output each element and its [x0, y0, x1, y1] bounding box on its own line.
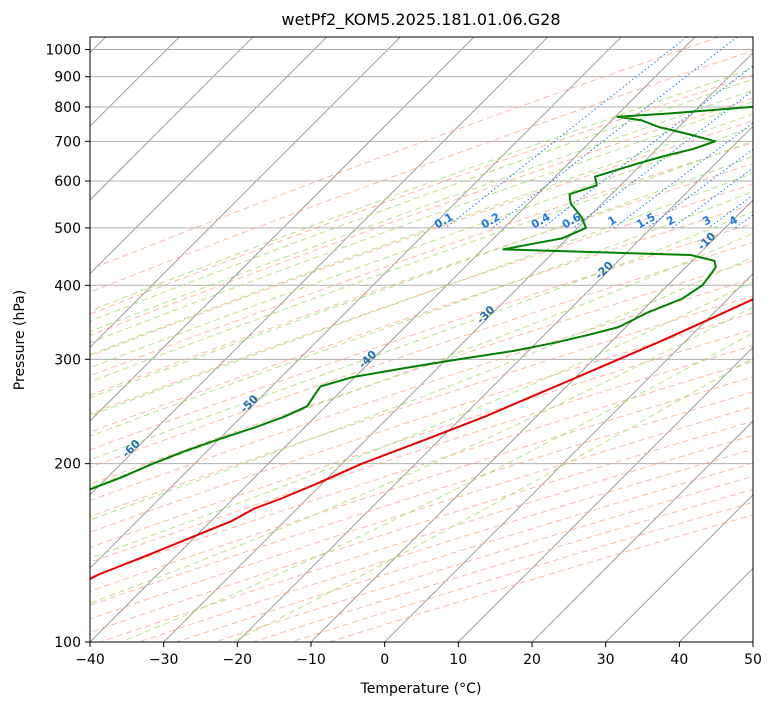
dry-adiabat-line	[90, 74, 753, 315]
x-axis-label: Temperature (°C)	[360, 681, 482, 697]
isotherm-line	[458, 346, 753, 642]
moist-adiabat-line	[90, 78, 753, 322]
mixing-ratio-label: 6	[766, 213, 775, 228]
dry-adiabat-line	[90, 328, 753, 548]
isotherm-line	[90, 37, 327, 275]
dry-adiabat-line	[90, 222, 753, 451]
sounding-series	[90, 105, 753, 581]
isotherm-lines	[90, 37, 753, 642]
moist-adiabat-line	[90, 67, 753, 312]
isobar-grid	[90, 49, 753, 642]
mixing-ratio-line	[492, 37, 738, 229]
mixing-ratio-line	[542, 65, 753, 229]
moist-adiabat-line	[121, 332, 753, 642]
x-tick-label: −30	[149, 652, 179, 668]
y-axis-ticks: 100 200 300 400 500 600 700 800 900 1000	[45, 43, 90, 651]
moist-adiabat-line	[90, 89, 753, 333]
x-tick-label: −40	[75, 652, 105, 668]
isotherm-label: -20	[593, 258, 616, 281]
dry-adiabat-line	[90, 203, 753, 433]
x-tick-label: 30	[597, 652, 615, 668]
isotherm-label: -10	[695, 229, 718, 252]
y-tick-label: 300	[54, 352, 81, 368]
plot-area: 0.10.20.40.611.52346810131620253036-100-…	[1, 37, 775, 642]
isotherm-line	[752, 641, 753, 642]
isotherm-line	[310, 199, 753, 642]
mixing-ratio-label: 1	[606, 213, 619, 228]
isotherm-label: -40	[356, 348, 379, 371]
mixing-ratio-line	[613, 122, 753, 229]
moist-adiabats	[90, 67, 753, 642]
dry-adiabat-line	[290, 501, 753, 642]
mixing-ratio-line	[672, 167, 753, 229]
plot-frame	[89, 36, 754, 643]
dry-adiabat-line	[90, 50, 753, 293]
mixing-ratio-label: 2	[664, 213, 677, 228]
isotherm-line	[90, 37, 254, 201]
dry-adiabat-line	[90, 141, 753, 377]
moist-adiabat-line	[90, 101, 753, 344]
temperature-line	[90, 298, 753, 581]
isotherm-line	[90, 37, 696, 642]
dry-adiabat-line	[90, 163, 753, 396]
x-tick-label: −20	[223, 652, 253, 668]
moist-adiabat-line	[90, 172, 753, 417]
moist-adiabat-line	[90, 113, 753, 356]
mixing-ratio-lines	[445, 37, 753, 229]
y-tick-label: 900	[54, 70, 81, 86]
isotherm-line	[90, 37, 548, 496]
dry-adiabat-line	[90, 260, 753, 485]
x-tick-label: 50	[744, 652, 762, 668]
chart-title: wetPf2_KOM5.2025.181.01.06.G28	[281, 10, 560, 30]
y-tick-label: 200	[54, 457, 81, 473]
isotherm-label: -60	[120, 437, 143, 460]
moist-adiabat-line	[90, 190, 753, 437]
moist-adiabat-line	[90, 306, 753, 604]
isotherm-line	[90, 37, 622, 569]
mixing-ratio-line	[734, 214, 753, 229]
x-tick-label: 0	[380, 652, 389, 668]
isotherm-line	[384, 273, 753, 642]
dry-adiabat-line	[90, 120, 753, 357]
isotherm-line	[90, 37, 475, 422]
dry-adiabat-line	[328, 514, 753, 642]
y-tick-label: 800	[54, 100, 81, 116]
isotherm-label: -70	[1, 481, 24, 504]
dewpoint-line	[90, 105, 753, 491]
mixing-ratio-line	[445, 37, 688, 229]
y-tick-label: 600	[54, 174, 81, 190]
isotherm-line	[679, 567, 753, 642]
isotherm-line	[237, 125, 753, 642]
y-tick-label: 1000	[45, 43, 81, 59]
x-tick-label: 10	[449, 652, 467, 668]
y-tick-label: 400	[54, 278, 81, 294]
dry-adiabat-line	[90, 391, 753, 606]
dry-adiabat-line	[90, 420, 753, 633]
mixing-ratio-label: 4	[727, 213, 740, 228]
y-axis-label: Pressure (hPa)	[12, 290, 28, 390]
x-tick-label: 40	[670, 652, 688, 668]
x-axis-ticks: −40 −30 −20 −10 0 10 20 30 40 50	[75, 642, 762, 668]
dry-adiabat-line	[90, 97, 753, 336]
dry-adiabat-line	[90, 278, 753, 502]
moist-adiabat-line	[90, 155, 753, 399]
isotherm-line	[531, 420, 753, 642]
isotherm-line	[163, 52, 753, 642]
moist-adiabat-line	[90, 140, 753, 383]
y-tick-label: 100	[54, 635, 81, 651]
dry-adiabats	[90, 37, 753, 642]
isotherm-line	[605, 494, 753, 642]
x-tick-label: 20	[523, 652, 541, 668]
y-tick-label: 500	[54, 221, 81, 237]
dry-adiabat-line	[90, 312, 753, 533]
moist-adiabat-line	[232, 357, 753, 642]
isotherm-label: -30	[474, 303, 497, 326]
isotherm-line	[90, 37, 401, 348]
x-tick-label: −10	[296, 652, 326, 668]
mixing-ratio-line	[572, 90, 753, 229]
y-tick-label: 700	[54, 134, 81, 150]
